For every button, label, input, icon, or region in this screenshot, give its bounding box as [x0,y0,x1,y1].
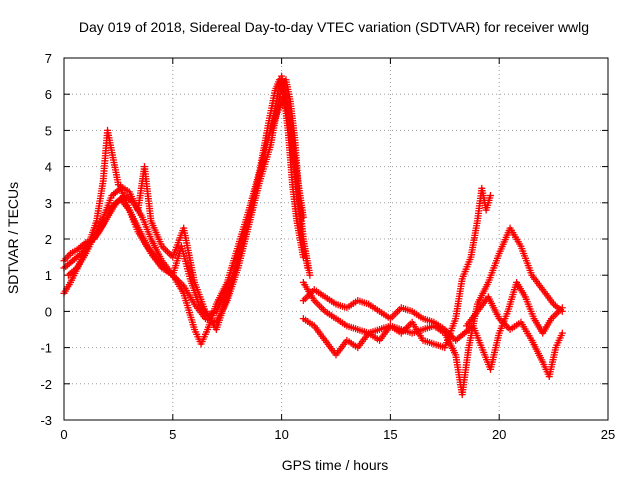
y-tick-label: 1 [45,268,52,283]
x-axis-label: GPS time / hours [282,457,389,473]
x-tick-label: 20 [492,427,506,442]
y-axis-label: SDTVAR / TECUs [5,182,21,294]
y-tick-label: 0 [45,304,52,319]
x-tick-label: 10 [274,427,288,442]
series-trace-7 [299,184,494,359]
y-tick-label: -1 [40,341,52,356]
data-point [558,329,566,337]
plot-frame [63,57,609,421]
y-tick-label: 2 [45,232,52,247]
data-point [299,213,307,221]
y-tick-label: 3 [45,196,52,211]
series-trace-8 [463,293,566,381]
x-tick-label: 15 [383,427,397,442]
series-trace-4 [64,94,307,319]
y-tick-label: -3 [40,413,52,428]
tick-labels: 0 5 10 15 20 25 -3 -2 -1 0 1 2 3 4 5 6 7 [40,51,615,442]
y-tick-label: 5 [45,123,52,138]
x-tick-label: 25 [601,427,615,442]
series-line [63,77,305,346]
y-tick-label: -2 [40,377,52,392]
x-tick-label: 0 [60,427,67,442]
chart-title: Day 019 of 2018, Sidereal Day-to-day VTE… [79,19,589,35]
grid [64,58,608,420]
series-trace-6 [299,278,566,373]
data-point [558,304,566,312]
data-series [60,72,566,399]
data-point [486,192,494,200]
x-tick-label: 5 [169,427,176,442]
data-point [306,271,314,279]
y-tick-label: 6 [45,87,52,102]
y-tick-label: 4 [45,160,52,175]
y-tick-label: 7 [45,51,52,66]
data-point [304,264,312,272]
